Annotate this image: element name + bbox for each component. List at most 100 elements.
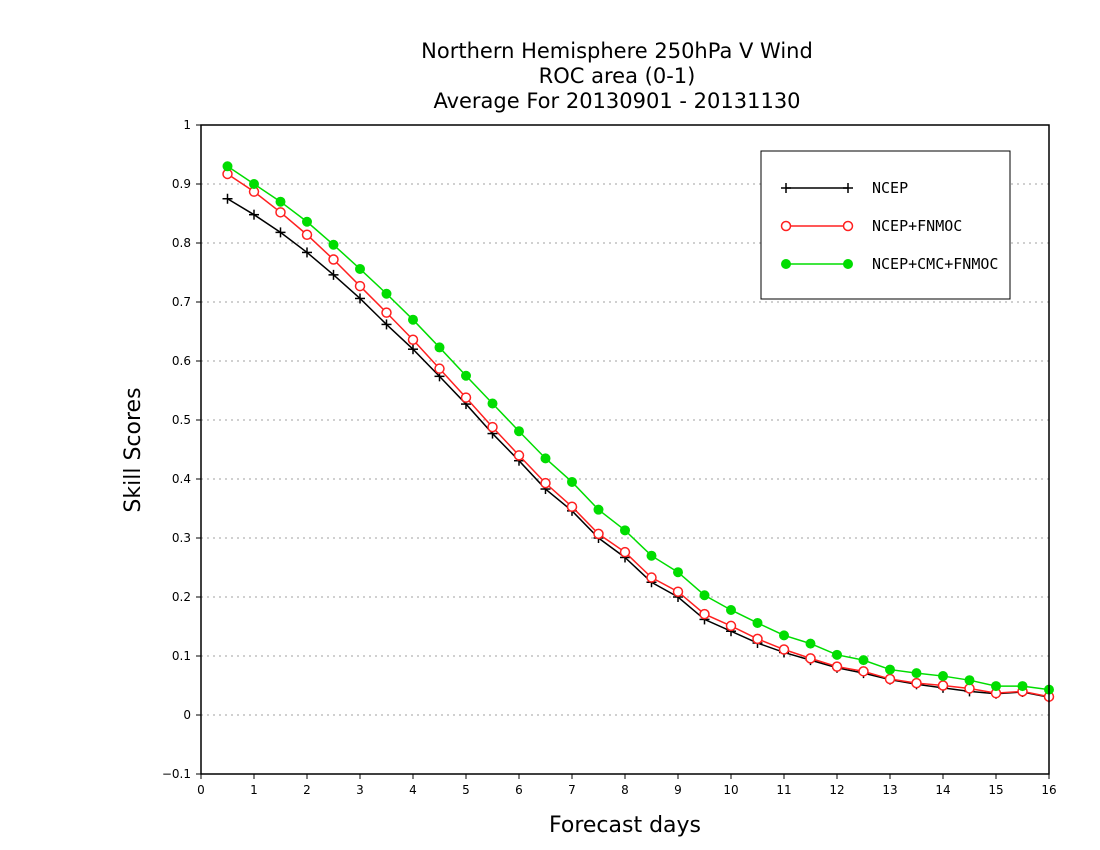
data-point [249, 209, 259, 220]
y-tick-label: 0.5 [172, 413, 191, 427]
y-tick-label: 0.4 [172, 472, 191, 486]
y-tick-label: 0.3 [172, 531, 191, 545]
data-point [249, 179, 259, 189]
x-axis-label: Forecast days [549, 813, 701, 838]
data-point [275, 227, 286, 238]
x-tick-label: 8 [621, 783, 629, 797]
data-point [513, 450, 525, 461]
y-tick-label: 0 [183, 708, 191, 722]
title-line-1: Northern Hemisphere 250hPa V Wind [421, 39, 813, 63]
y-tick-label: 1 [183, 118, 191, 132]
y-axis-label: Skill Scores [121, 387, 146, 512]
legend-label: NCEP+CMC+FNMOC [872, 255, 998, 273]
legend-marker [843, 259, 853, 269]
legend-label: NCEP+FNMOC [872, 217, 962, 235]
data-point [725, 620, 737, 632]
axis-ticks: −0.100.10.20.30.40.50.60.70.80.910 1 2 3 4 5 6… [162, 118, 1057, 797]
data-point [858, 666, 869, 677]
data-point [805, 638, 816, 649]
x-tick-label: 9 [674, 783, 682, 797]
legend-box [760, 150, 1011, 300]
data-point [858, 655, 869, 666]
data-point [1017, 681, 1028, 692]
title-line-3: Average For 20130901 - 20131130 [433, 89, 800, 113]
data-point [619, 546, 631, 558]
data-point [487, 398, 498, 409]
x-tick-label: 14 [935, 783, 950, 797]
data-point [699, 590, 710, 601]
data-point [381, 288, 392, 299]
data-point [540, 453, 551, 464]
series-1 [222, 168, 1055, 702]
title-line-2: ROC area (0-1) [539, 64, 696, 88]
data-point [964, 683, 975, 694]
data-point [911, 677, 922, 689]
series-2 [222, 161, 1054, 695]
x-tick-label: 4 [409, 783, 417, 797]
data-point [408, 314, 418, 325]
x-tick-label: 6 [515, 783, 523, 797]
y-tick-label: 0.7 [172, 295, 191, 309]
x-tick-label: 11 [776, 783, 791, 797]
x-tick-label: 1 [250, 783, 258, 797]
data-point [566, 501, 578, 512]
data-point [831, 661, 843, 672]
legend: NCEP NCEP+FNMOC NCEP+CMC+FNMOC [760, 150, 1011, 300]
data-point [938, 671, 948, 682]
x-tick-label: 3 [356, 783, 364, 797]
data-point [593, 504, 604, 515]
data-point [381, 307, 392, 318]
data-point [964, 675, 975, 686]
x-tick-label: 5 [462, 783, 470, 797]
data-point [328, 269, 339, 280]
chart-title: Northern Hemisphere 250hPa V Wind ROC ar… [421, 39, 813, 113]
data-point [461, 370, 471, 381]
legend-marker [781, 259, 791, 269]
data-point [381, 319, 392, 330]
data-point [620, 525, 630, 536]
legend-marker [843, 183, 853, 193]
x-tick-label: 0 [197, 783, 205, 797]
data-point [407, 334, 419, 346]
data-point [408, 344, 418, 355]
data-point [779, 630, 789, 641]
x-tick-label: 7 [568, 783, 576, 797]
legend-item: NCEP+CMC+FNMOC [781, 255, 998, 273]
data-point [275, 207, 286, 218]
legend-item: NCEP [781, 179, 908, 197]
x-tick-label: 12 [829, 783, 844, 797]
data-point [514, 426, 524, 437]
data-point [434, 363, 445, 374]
series-layer [222, 161, 1055, 703]
data-point [460, 392, 472, 403]
x-tick-label: 16 [1041, 783, 1056, 797]
y-tick-label: 0.9 [172, 177, 191, 191]
data-point [434, 342, 445, 353]
legend-marker [842, 220, 854, 232]
data-point [752, 617, 763, 628]
x-tick-label: 10 [723, 783, 738, 797]
data-point [302, 216, 312, 227]
x-tick-label: 2 [303, 783, 311, 797]
data-point [222, 161, 233, 172]
data-point [567, 476, 577, 487]
data-point [646, 550, 657, 561]
data-point [328, 239, 339, 250]
data-point [672, 586, 684, 597]
legend-item: NCEP+FNMOC [780, 217, 962, 235]
y-tick-label: 0.1 [172, 649, 191, 663]
data-point [301, 229, 313, 240]
data-point [832, 649, 842, 660]
x-tick-label: 15 [988, 783, 1003, 797]
data-point [885, 664, 895, 675]
y-tick-label: 0.8 [172, 236, 191, 250]
data-point [355, 263, 365, 274]
data-point [487, 421, 498, 433]
x-tick-label: 13 [882, 783, 897, 797]
data-point [726, 604, 736, 615]
data-point [355, 293, 365, 304]
legend-marker [780, 220, 792, 232]
data-point [752, 633, 763, 645]
data-point [222, 193, 233, 204]
